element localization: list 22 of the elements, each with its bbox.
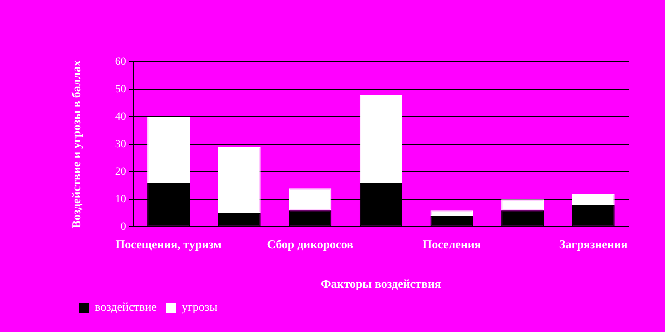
y-tick-label: 30 <box>115 138 127 150</box>
y-tick-label: 50 <box>115 83 127 96</box>
bar <box>218 147 261 214</box>
bar <box>360 95 402 184</box>
y-axis-title: Воздействие и угрозы в баллах <box>69 60 84 229</box>
x-tick-label: Загрязнения <box>559 237 628 252</box>
y-tick-label: 0 <box>120 221 127 234</box>
x-axis-title: Факторы воздействия <box>320 276 442 291</box>
bar <box>148 117 190 184</box>
y-tick-label: 10 <box>115 194 127 206</box>
bar <box>289 188 332 211</box>
bar <box>502 200 544 211</box>
legend-label: воздействие <box>95 300 157 314</box>
y-tick-label: 20 <box>115 166 127 178</box>
legend-label: угрозы <box>182 300 218 314</box>
bar <box>430 210 474 216</box>
bar <box>572 194 615 206</box>
x-tick-label: Поселения <box>422 237 482 252</box>
y-tick-label: 60 <box>115 56 127 68</box>
y-tick-label: 40 <box>115 110 127 123</box>
x-tick-label: Сбор дикоросов <box>267 237 354 252</box>
x-tick-label: Посещения, туризм <box>116 237 222 252</box>
